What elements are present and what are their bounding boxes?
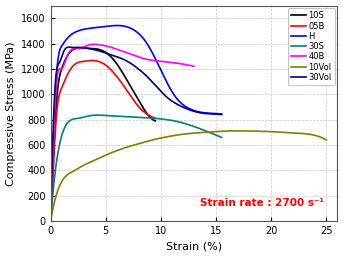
10Vol bbox=[282, 131, 286, 134]
10S bbox=[111, 58, 115, 61]
40B bbox=[192, 65, 196, 68]
Line: 40B: 40B bbox=[51, 44, 194, 221]
30S bbox=[204, 130, 208, 133]
30S bbox=[49, 212, 53, 215]
30S bbox=[154, 117, 158, 120]
30S bbox=[151, 117, 155, 120]
40B bbox=[170, 61, 174, 64]
05B bbox=[49, 213, 53, 216]
05B bbox=[144, 112, 148, 115]
30S bbox=[49, 219, 53, 223]
H bbox=[49, 219, 53, 223]
Line: 05B: 05B bbox=[51, 61, 155, 221]
10S bbox=[78, 46, 82, 49]
H bbox=[193, 109, 197, 113]
H bbox=[116, 24, 120, 27]
05B bbox=[111, 71, 115, 74]
30Vol bbox=[66, 46, 70, 49]
40B bbox=[179, 62, 183, 65]
30Vol bbox=[150, 81, 154, 84]
05B bbox=[113, 73, 117, 76]
05B bbox=[111, 70, 115, 74]
10S bbox=[111, 58, 115, 61]
10Vol bbox=[212, 130, 216, 133]
30S bbox=[220, 136, 224, 139]
05B bbox=[90, 59, 94, 62]
05B bbox=[137, 106, 141, 109]
10S bbox=[113, 60, 117, 63]
Line: 10Vol: 10Vol bbox=[51, 131, 327, 221]
10S bbox=[49, 212, 53, 215]
10Vol bbox=[324, 138, 329, 141]
10Vol bbox=[213, 130, 217, 133]
H bbox=[154, 58, 158, 61]
Line: 30S: 30S bbox=[51, 115, 222, 221]
40B bbox=[137, 56, 141, 59]
40B bbox=[92, 43, 96, 46]
Line: 10S: 10S bbox=[51, 48, 155, 221]
Line: H: H bbox=[51, 25, 222, 221]
H bbox=[220, 112, 224, 115]
40B bbox=[49, 205, 53, 208]
30S bbox=[193, 125, 197, 128]
10Vol bbox=[49, 219, 53, 223]
Y-axis label: Compressive Stress (MPa): Compressive Stress (MPa) bbox=[5, 41, 15, 186]
10Vol bbox=[299, 132, 304, 135]
Text: Strain rate : 2700 s⁻¹: Strain rate : 2700 s⁻¹ bbox=[200, 198, 323, 208]
30Vol bbox=[220, 113, 224, 116]
Line: 30Vol: 30Vol bbox=[51, 47, 222, 221]
05B bbox=[49, 219, 53, 223]
30Vol bbox=[49, 219, 53, 223]
10Vol bbox=[235, 129, 239, 132]
10S bbox=[144, 111, 148, 114]
30Vol bbox=[151, 81, 155, 84]
40B bbox=[49, 219, 53, 223]
10S bbox=[153, 119, 157, 122]
H bbox=[204, 112, 208, 115]
H bbox=[151, 52, 155, 56]
30S bbox=[150, 117, 154, 120]
30S bbox=[95, 114, 99, 117]
30Vol bbox=[204, 112, 208, 115]
40B bbox=[134, 54, 139, 58]
Legend: 10S, 05B, H, 30S, 40B, 10Vol, 30Vol: 10S, 05B, H, 30S, 40B, 10Vol, 30Vol bbox=[287, 8, 335, 85]
30Vol bbox=[193, 110, 197, 113]
10S bbox=[137, 100, 141, 103]
05B bbox=[153, 117, 157, 120]
10Vol bbox=[49, 214, 54, 217]
30Vol bbox=[154, 84, 158, 87]
40B bbox=[134, 54, 138, 58]
10Vol bbox=[217, 130, 222, 133]
30Vol bbox=[49, 196, 53, 199]
H bbox=[49, 203, 53, 206]
10S bbox=[49, 219, 53, 223]
X-axis label: Strain (%): Strain (%) bbox=[166, 241, 222, 251]
H bbox=[150, 51, 154, 54]
